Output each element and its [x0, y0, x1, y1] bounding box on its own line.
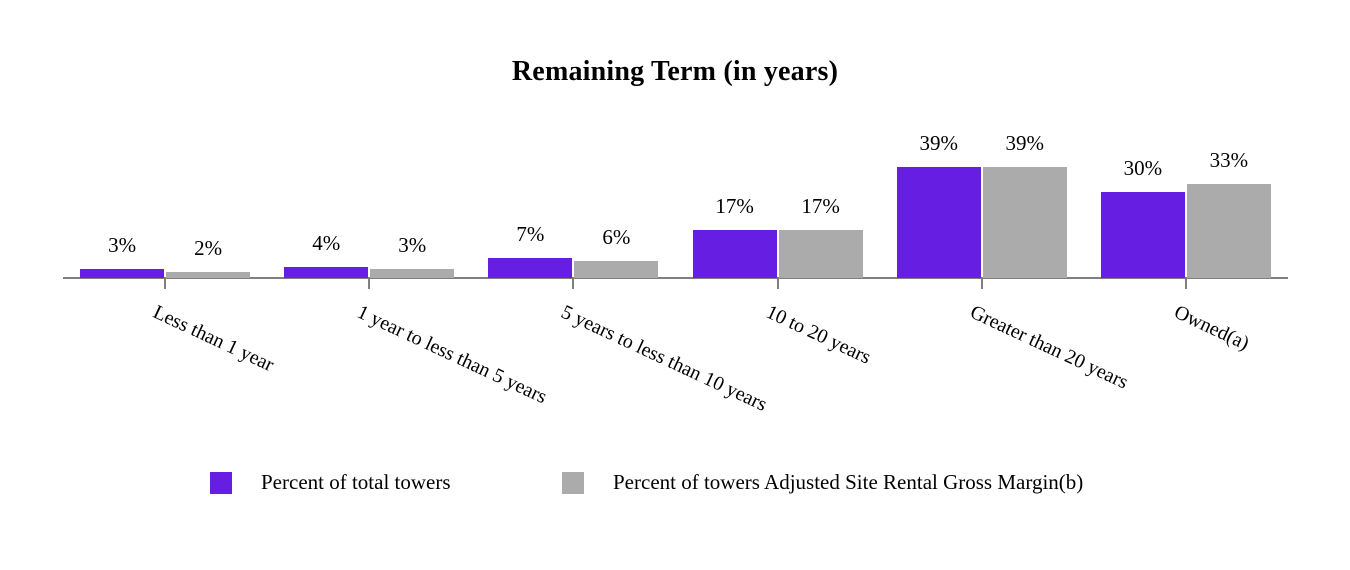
bar-series-1-cat-5 [1186, 184, 1271, 278]
category-label-4: Greater than 20 years [966, 301, 1132, 394]
x-axis-line [63, 277, 1288, 279]
category-label-1: 1 year to less than 5 years [353, 301, 551, 409]
bar-series-1-cat-2 [574, 261, 659, 278]
bar-series-0-cat-3 [692, 230, 777, 278]
chart-title: Remaining Term (in years) [511, 56, 839, 87]
bar-series-1-cat-0 [166, 272, 251, 278]
value-label-series-0-cat-0: 3% [108, 233, 137, 257]
value-label-series-1-cat-3: 17% [801, 194, 840, 218]
bar-series-0-cat-5 [1100, 192, 1185, 278]
category-tick [164, 278, 167, 289]
category-tick [980, 278, 983, 289]
value-label-series-1-cat-2: 6% [602, 225, 631, 249]
legend-swatch-gross-margin [562, 471, 584, 494]
category-label-5: Owned(a) [1170, 301, 1253, 355]
value-label-series-0-cat-2: 7% [516, 222, 545, 246]
value-label-series-1-cat-1: 3% [398, 233, 427, 257]
category-label-0: Less than 1 year [149, 301, 278, 377]
bar-series-0-cat-1 [284, 267, 369, 278]
category-label-3: 10 to 20 years [762, 301, 874, 369]
category-label-2: 5 years to less than 10 years [558, 301, 771, 416]
legend-label-total-towers: Percent of total towers [261, 470, 451, 494]
legend-swatch-total-towers [210, 471, 232, 494]
value-label-series-0-cat-3: 17% [715, 194, 754, 218]
value-label-series-0-cat-4: 39% [919, 131, 959, 155]
bar-series-0-cat-4 [896, 167, 981, 278]
value-label-series-1-cat-5: 33% [1209, 148, 1249, 172]
value-label-series-0-cat-5: 30% [1123, 156, 1163, 180]
legend-label-gross-margin: Percent of towers Adjusted Site Rental G… [613, 470, 1084, 494]
bar-series-0-cat-2 [488, 258, 573, 278]
category-tick [368, 278, 371, 289]
value-label-series-1-cat-0: 2% [194, 236, 223, 260]
bar-series-1-cat-1 [370, 269, 455, 278]
value-label-series-1-cat-4: 39% [1005, 131, 1045, 155]
category-tick [1184, 278, 1187, 289]
bar-series-0-cat-0 [80, 269, 165, 278]
bar-series-1-cat-4 [982, 167, 1067, 278]
value-label-series-0-cat-1: 4% [312, 231, 341, 255]
legend-item-total-towers: Percent of total towers [210, 470, 451, 495]
bar-series-1-cat-3 [778, 230, 863, 278]
category-tick [572, 278, 575, 289]
legend-item-gross-margin: Percent of towers Adjusted Site Rental G… [562, 470, 1083, 495]
category-tick [776, 278, 779, 289]
